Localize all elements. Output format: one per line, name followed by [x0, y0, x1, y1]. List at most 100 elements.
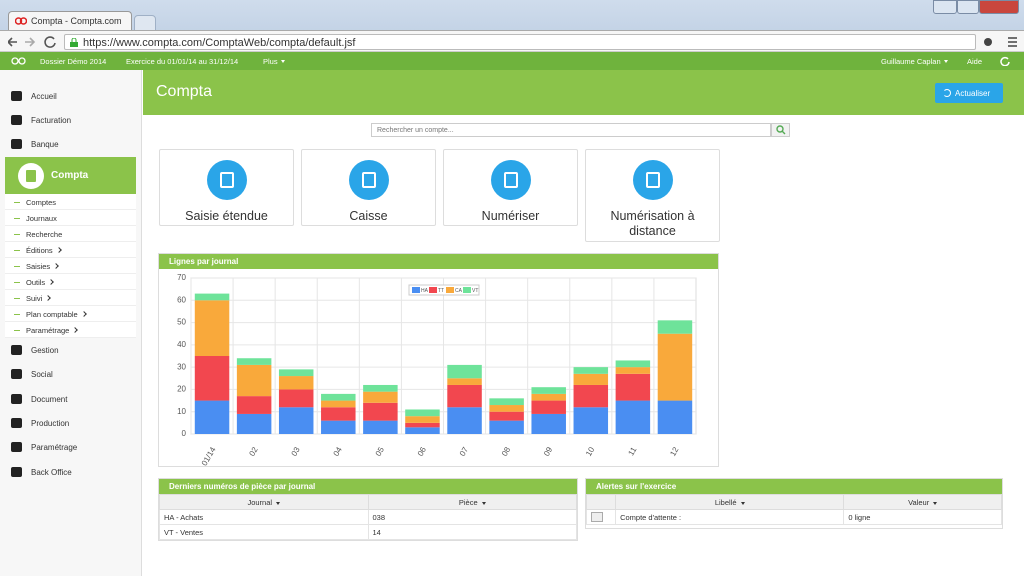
panel-title: Alertes sur l'exercice — [586, 479, 1002, 494]
nav-item[interactable]: Gestion — [0, 340, 137, 360]
nav-icon — [11, 139, 22, 149]
nav-item[interactable]: Facturation — [0, 110, 137, 130]
column-label: Journal — [247, 498, 280, 507]
tile[interactable]: Numériser — [443, 149, 578, 226]
url: https://www.compta.com/ComptaWeb/compta/… — [83, 37, 356, 49]
nav-item-active[interactable]: Compta — [5, 157, 136, 195]
sub-nav-item[interactable]: Comptes — [5, 194, 136, 210]
tile-label: Caisse — [349, 209, 388, 223]
row-button[interactable] — [591, 512, 603, 522]
bar-segment — [531, 387, 566, 394]
tile-icon — [207, 160, 247, 200]
refresh-button[interactable]: Actualiser — [935, 83, 1003, 103]
bar-segment — [321, 407, 356, 421]
nav-icon — [11, 393, 22, 404]
nav-item[interactable]: Social — [0, 364, 137, 384]
bar-segment — [573, 373, 609, 385]
sub-nav-item[interactable]: Plan comptable — [5, 306, 136, 322]
nav-label: Production — [31, 418, 70, 428]
tile-icon-glyph — [220, 172, 234, 188]
table-cell: 0 ligne — [843, 509, 1002, 525]
x-tick-label: 08 — [500, 445, 513, 458]
search-button[interactable] — [771, 123, 790, 137]
sub-nav-label: Outils — [26, 278, 53, 287]
sub-nav-item[interactable]: Saisies — [5, 258, 136, 274]
tile[interactable]: Caisse — [301, 149, 436, 226]
nav-item[interactable]: Paramétrage — [0, 437, 137, 457]
tile-label: Numérisation à distance — [610, 209, 695, 238]
search-input[interactable]: Rechercher un compte... — [371, 123, 771, 137]
pieces-panel: Derniers numéros de pièce par journal Jo… — [158, 478, 578, 541]
sub-nav-item[interactable]: Outils — [5, 274, 136, 290]
sub-nav-item[interactable]: Paramétrage — [5, 322, 136, 338]
bar-segment — [363, 402, 398, 421]
user-menu[interactable]: Guillaume Caplan — [881, 57, 948, 66]
legend: HA TT CA VT — [408, 284, 480, 296]
column-header[interactable]: Journal — [159, 494, 369, 510]
browser-menu[interactable] — [982, 35, 1018, 49]
bar-segment — [531, 393, 566, 401]
minimize[interactable] — [933, 0, 957, 14]
bar-segment — [321, 393, 356, 401]
help-link[interactable]: Aide — [967, 57, 983, 66]
page-header: Compta Actualiser — [143, 70, 1024, 115]
nav-label: Facturation — [31, 116, 72, 125]
topbar-item[interactable]: Exercice du 01/01/14 au 31/12/14 — [126, 57, 239, 66]
column-header[interactable]: Libellé — [615, 494, 845, 510]
sub-nav-item[interactable]: Éditions — [5, 242, 136, 258]
sub-nav-item[interactable]: Recherche — [5, 226, 136, 242]
column-header[interactable]: Pièce — [367, 494, 577, 510]
sub-nav-item[interactable]: Journaux — [5, 210, 136, 226]
legend-label: CA — [455, 288, 463, 294]
alerts-panel: Alertes sur l'exercice Libellé Valeur Comp… — [585, 478, 1003, 529]
column-header[interactable]: Valeur — [843, 494, 1002, 510]
tile[interactable]: Saisie étendue — [159, 149, 294, 226]
bar-segment — [194, 293, 230, 301]
table-row: HA - Achats 038 — [159, 509, 577, 525]
x-tick-label: 06 — [416, 445, 429, 458]
nav-label: Paramétrage — [31, 443, 78, 453]
sub-nav-item[interactable]: Suivi — [5, 290, 136, 306]
y-tick-label: 40 — [177, 340, 186, 349]
refresh-icon[interactable] — [1000, 56, 1010, 66]
search-icon — [776, 125, 786, 135]
nav-item[interactable]: Production — [0, 413, 137, 433]
x-tick-label: 10 — [584, 445, 597, 458]
bar-segment — [278, 407, 314, 434]
topbar-item[interactable]: Plus — [263, 57, 285, 66]
close[interactable] — [979, 0, 1019, 14]
nav-buttons[interactable] — [8, 35, 60, 49]
sub-nav-label: Saisies — [26, 262, 58, 271]
column-label: Valeur — [908, 498, 937, 507]
tile-icon — [491, 160, 531, 200]
tile-icon-glyph — [646, 172, 660, 188]
maximize[interactable] — [957, 0, 979, 14]
new-tab[interactable] — [134, 15, 156, 31]
table-cell: VT - Ventes — [159, 524, 369, 540]
nav-item[interactable]: Accueil — [0, 86, 137, 106]
nav-icon — [11, 369, 22, 380]
bar-segment — [278, 389, 314, 408]
browser-tab[interactable]: Compta - Compta.com — [8, 11, 132, 31]
pieces-table: Journal Pièce HA - Achats 038 VT - Ventes 14 — [159, 494, 577, 540]
tile[interactable]: Numérisation à distance — [585, 149, 720, 242]
nav-icon — [11, 466, 22, 477]
nav-item[interactable]: Document — [0, 389, 137, 409]
topbar-item[interactable]: Dossier Démo 2014 — [40, 57, 107, 66]
url-bar[interactable]: https://www.compta.com/ComptaWeb/compta/… — [64, 34, 976, 50]
bar-segment — [447, 378, 482, 385]
bar-segment — [236, 396, 272, 414]
bar-segment — [321, 400, 356, 408]
table-row: Compte d'attente :0 ligne — [585, 509, 1002, 525]
y-tick-label: 30 — [177, 362, 186, 371]
bar-segment — [489, 398, 524, 406]
page-title: Compta — [156, 83, 213, 100]
top-bar: Dossier Démo 2014 Exercice du 01/01/14 a… — [0, 52, 1024, 70]
browser-chrome: Compta - Compta.com https://www.compta.c… — [0, 0, 1024, 52]
nav-item[interactable]: Banque — [0, 134, 137, 154]
bar-segment — [194, 356, 230, 401]
y-tick-label: 50 — [177, 318, 186, 327]
lock-icon — [70, 38, 78, 47]
nav-item[interactable]: Back Office — [0, 462, 137, 482]
